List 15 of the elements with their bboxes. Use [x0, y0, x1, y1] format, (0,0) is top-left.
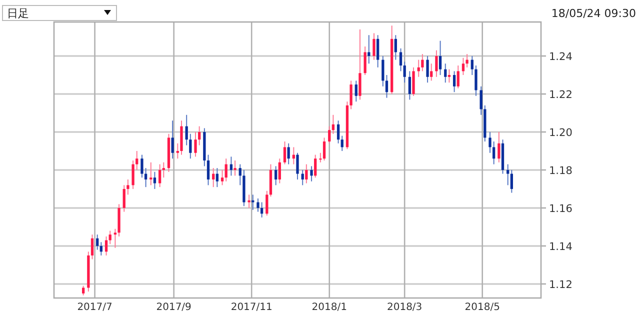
y-tick-label: 1.18 [549, 164, 572, 177]
x-tick-label: 2017/7 [77, 302, 112, 313]
x-tick-label: 2017/11 [230, 302, 272, 313]
x-tick-label: 2018/3 [386, 302, 422, 313]
x-tick-label: 2017/9 [156, 302, 192, 313]
y-tick-label: 1.20 [549, 126, 572, 139]
dropdown: 日足 [2, 5, 117, 21]
x-tick-label: 2018/1 [312, 302, 347, 313]
x-tick-label: 2018/5 [464, 302, 500, 313]
y-tick-label: 1.22 [549, 88, 572, 101]
y-tick-label: 1.24 [549, 51, 573, 63]
y-tick-label: 1.12 [549, 278, 572, 291]
y-tick-label: 1.16 [549, 202, 573, 215]
text: 18/05/24 09:30 [551, 7, 636, 20]
y-tick-label: 1.14 [549, 240, 573, 253]
